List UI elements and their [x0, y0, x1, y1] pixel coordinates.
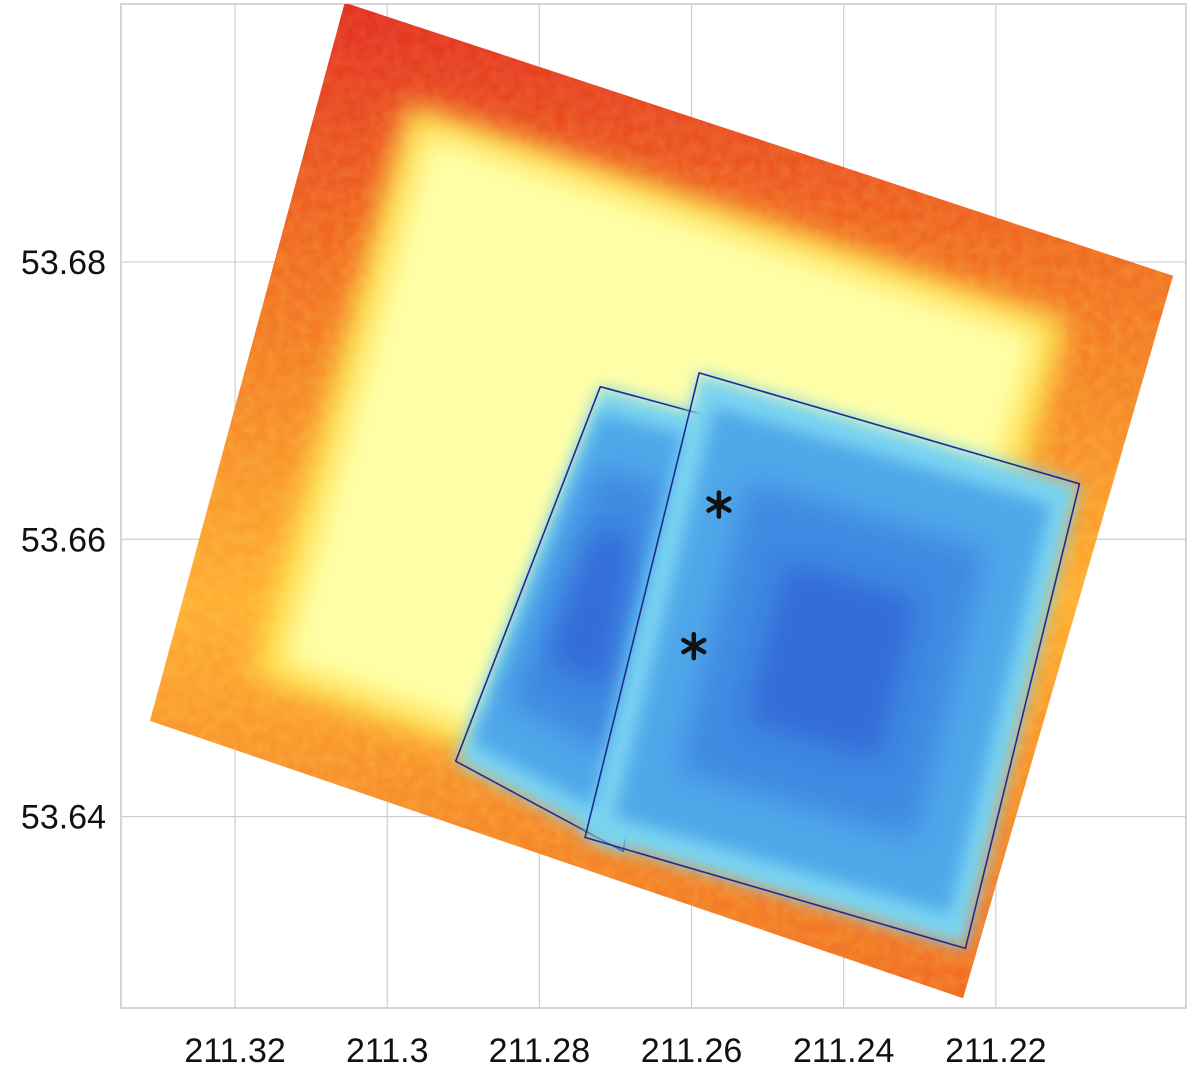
x-tick-label: 211.26	[641, 1032, 742, 1070]
x-tick-label: 211.24	[793, 1032, 894, 1070]
marker-layer	[681, 490, 732, 661]
x-tick-label: 211.32	[184, 1032, 285, 1070]
x-tick-labels: 211.32 211.3 211.28 211.26 211.24 211.22	[184, 1032, 1046, 1070]
x-tick-label: 211.22	[945, 1032, 1046, 1070]
heatmap-layer	[149, 4, 1174, 999]
x-tick-label: 211.3	[346, 1032, 429, 1070]
y-tick-label: 53.68	[21, 244, 106, 282]
x-tick-label: 211.28	[489, 1032, 590, 1070]
y-tick-labels: 53.68 53.66 53.64	[21, 244, 106, 837]
y-tick-label: 53.64	[21, 799, 106, 837]
asterisk-marker	[706, 490, 732, 519]
asterisk-marker	[681, 631, 707, 661]
field-texture	[149, 4, 1174, 999]
y-tick-label: 53.66	[21, 521, 106, 559]
